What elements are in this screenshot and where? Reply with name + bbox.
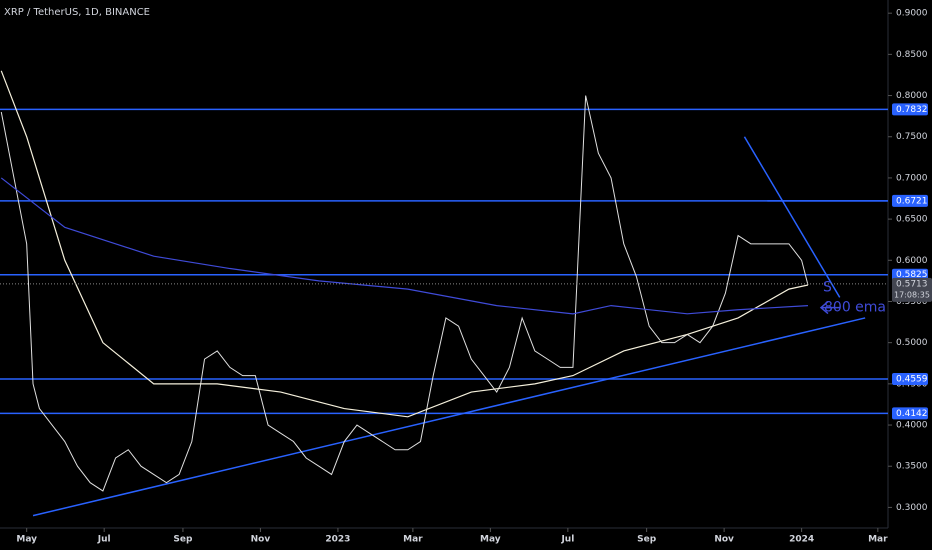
level-label-box [892, 407, 928, 420]
y-tick-label: 0.5500 [896, 297, 928, 307]
last-price-label: 0.5713 [896, 279, 928, 289]
y-tick-label: 0.9000 [896, 9, 928, 19]
level-label-box [892, 103, 928, 116]
series-line [0, 177, 809, 315]
x-tick-label: May [480, 535, 501, 545]
level-label: 0.6721 [896, 196, 928, 206]
x-tick-label: 2024 [789, 535, 814, 545]
annotation: S [823, 280, 832, 296]
level-label: 0.7832 [896, 105, 928, 115]
last-price-box [892, 277, 932, 302]
x-tick-label: Sep [637, 535, 657, 545]
x-tick-label: Nov [714, 535, 734, 545]
x-tick-label: Jul [97, 535, 111, 545]
x-tick-label: Jul [560, 535, 574, 545]
series-line [0, 95, 809, 492]
level-label-box [892, 268, 928, 281]
chart-title: XRP / TetherUS, 1D, BINANCE [4, 7, 150, 18]
trendline [743, 136, 841, 298]
y-tick-label: 0.8500 [896, 50, 928, 60]
y-tick-label: 0.6000 [896, 256, 928, 266]
x-tick-label: Mar [868, 535, 888, 545]
level-label: 0.5825 [896, 270, 928, 280]
level-label-box [892, 372, 928, 385]
level-label: 0.4559 [896, 374, 928, 384]
y-tick-label: 0.4000 [896, 421, 928, 431]
y-tick-label: 0.3000 [896, 503, 928, 513]
x-tick-label: Nov [251, 535, 271, 545]
x-tick-label: Mar [403, 535, 423, 545]
series-label: 800 ema [824, 300, 886, 316]
series-line [0, 70, 809, 418]
y-tick-label: 0.7000 [896, 173, 928, 183]
y-tick-label: 0.7500 [896, 132, 928, 142]
y-tick-label: 0.3500 [896, 462, 928, 472]
y-tick-label: 0.8000 [896, 91, 928, 101]
countdown: 17:08:35 [894, 290, 930, 299]
y-tick-label: 0.6500 [896, 215, 928, 225]
x-tick-label: Sep [173, 535, 193, 545]
x-tick-label: 2023 [325, 535, 350, 545]
annotation-arrow [819, 301, 840, 315]
level-label-box [892, 194, 928, 207]
x-tick-label: May [16, 535, 37, 545]
trendline [32, 317, 866, 517]
y-tick-label: 0.5000 [896, 338, 928, 348]
level-label: 0.4142 [896, 409, 928, 419]
